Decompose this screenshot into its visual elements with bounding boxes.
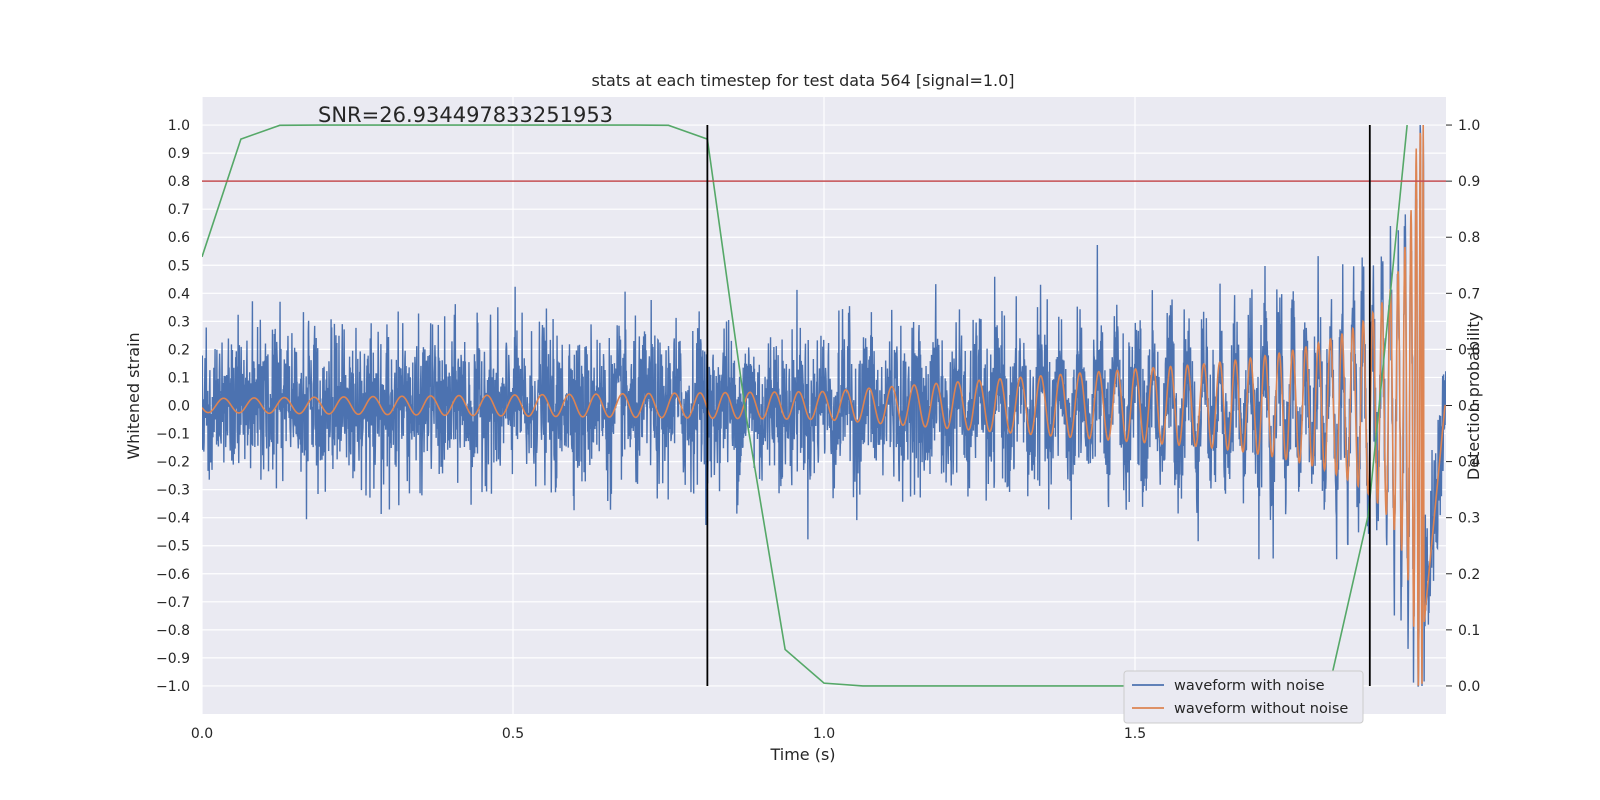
y2-axis-label: Detection probability xyxy=(1464,312,1483,480)
y-tick-label: 0.2 xyxy=(168,342,190,358)
y-tick-label: 1.0 xyxy=(168,118,190,134)
x-tick-label: 0.0 xyxy=(191,726,213,742)
chart-title: stats at each timestep for test data 564… xyxy=(591,71,1014,90)
y2-tick-label: 0.6 xyxy=(1458,342,1480,358)
y-tick-label: 0.6 xyxy=(168,230,190,246)
y-tick-label: −0.7 xyxy=(156,595,190,611)
y2-tick-label: 0.8 xyxy=(1458,230,1480,246)
y-tick-label: 0.7 xyxy=(168,202,190,218)
y-tick-label: 0.3 xyxy=(168,314,190,330)
y2-tick-label: 0.7 xyxy=(1458,286,1480,302)
plot-area: −1.0 −0.9 −0.8 −0.7 −0.6 −0.5 −0.4 −0.3 −0.2 −0.1… xyxy=(156,97,1480,742)
y2-tick-label: 0.0 xyxy=(1458,679,1480,695)
y-tick-label: −0.3 xyxy=(156,483,190,499)
x-tick-label: 1.5 xyxy=(1124,726,1146,742)
y-tick-label: 0.9 xyxy=(168,146,190,162)
x-tick-label: 1.0 xyxy=(813,726,835,742)
waveform-with-noise-line xyxy=(202,125,1446,687)
y2-tick-label: 0.2 xyxy=(1458,567,1480,583)
y2-tick-label: 1.0 xyxy=(1458,118,1480,134)
x-axis-label: Time (s) xyxy=(769,745,835,764)
y2-tick-label: 0.5 xyxy=(1458,399,1480,415)
y2-tick-label: 0.4 xyxy=(1458,455,1480,471)
snr-annotation: SNR=26.934497833251953 xyxy=(318,103,613,127)
y-tick-label: −0.8 xyxy=(156,623,190,639)
y-tick-label: −0.1 xyxy=(156,427,190,443)
y-tick-label: 0.5 xyxy=(168,258,190,274)
y-tick-label: −0.9 xyxy=(156,651,190,667)
y-tick-label: 0.1 xyxy=(168,370,190,386)
y-tick-label: 0.0 xyxy=(168,399,190,415)
y-axis-label: Whitened strain xyxy=(124,332,143,459)
legend: waveform with noise waveform without noi… xyxy=(1123,670,1364,724)
y-tick-label: −0.4 xyxy=(156,511,190,527)
y-tick-label: −0.5 xyxy=(156,539,190,555)
y-tick-label: −0.6 xyxy=(156,567,190,583)
legend-box xyxy=(1123,670,1364,724)
legend-label-clean: waveform without noise xyxy=(1174,701,1348,717)
y-tick-label: −1.0 xyxy=(156,679,190,695)
y-tick-label: 0.4 xyxy=(168,286,190,302)
y2-tick-label: 0.9 xyxy=(1458,174,1480,190)
y-tick-label: 0.8 xyxy=(168,174,190,190)
y2-tick-label: 0.1 xyxy=(1458,623,1480,639)
y-tick-label: −0.2 xyxy=(156,455,190,471)
legend-label-noisy: waveform with noise xyxy=(1174,678,1325,694)
waveform-without-noise-line xyxy=(202,125,1446,686)
x-tick-label: 0.5 xyxy=(502,726,524,742)
y2-tick-label: 0.3 xyxy=(1458,511,1480,527)
